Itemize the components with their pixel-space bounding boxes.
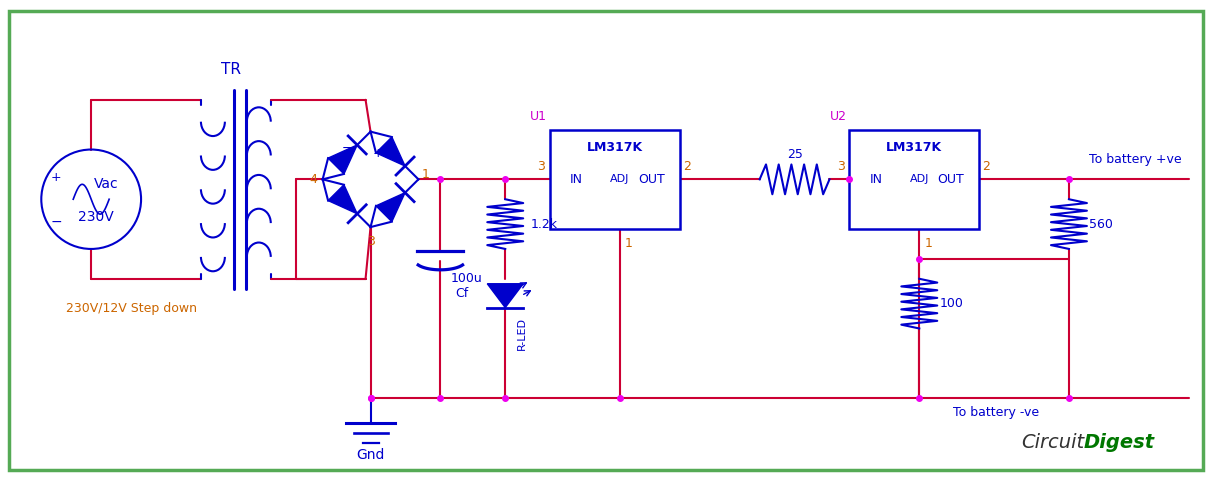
Text: 230V/12V Step down: 230V/12V Step down bbox=[66, 302, 197, 315]
Text: U1: U1 bbox=[531, 110, 548, 123]
Text: IN: IN bbox=[570, 173, 583, 186]
Text: 3: 3 bbox=[366, 235, 375, 248]
Text: ADJ: ADJ bbox=[610, 174, 629, 184]
Text: To battery +ve: To battery +ve bbox=[1089, 153, 1182, 166]
Text: Digest: Digest bbox=[1084, 433, 1155, 452]
Text: 560: 560 bbox=[1089, 217, 1112, 230]
Text: 1: 1 bbox=[626, 238, 633, 251]
Text: Vac: Vac bbox=[94, 177, 118, 191]
Text: TR: TR bbox=[220, 62, 241, 78]
Polygon shape bbox=[376, 137, 405, 166]
Text: 100: 100 bbox=[940, 297, 963, 310]
Text: IN: IN bbox=[869, 173, 882, 186]
Text: Circuit: Circuit bbox=[1021, 433, 1084, 452]
Text: +: + bbox=[51, 171, 62, 184]
Text: 230V: 230V bbox=[78, 210, 114, 224]
Text: 1.2k: 1.2k bbox=[531, 217, 557, 230]
Text: ADJ: ADJ bbox=[909, 174, 929, 184]
Text: OUT: OUT bbox=[638, 173, 664, 186]
Text: Gnd: Gnd bbox=[357, 448, 385, 462]
Text: LM317K: LM317K bbox=[587, 141, 643, 154]
Text: 1: 1 bbox=[421, 168, 430, 181]
FancyBboxPatch shape bbox=[849, 130, 980, 229]
Text: 25: 25 bbox=[786, 148, 802, 161]
Text: 4: 4 bbox=[310, 173, 318, 186]
FancyBboxPatch shape bbox=[550, 130, 680, 229]
Text: 3: 3 bbox=[537, 160, 545, 173]
Text: +: + bbox=[372, 147, 383, 160]
Text: To battery -ve: To battery -ve bbox=[953, 407, 1039, 420]
Text: 2: 2 bbox=[982, 160, 989, 173]
Text: 2: 2 bbox=[683, 160, 691, 173]
Text: R-LED: R-LED bbox=[517, 317, 527, 350]
Polygon shape bbox=[376, 193, 405, 222]
Text: LM317K: LM317K bbox=[886, 141, 942, 154]
Text: U2: U2 bbox=[830, 110, 847, 123]
Text: −: − bbox=[50, 215, 62, 229]
Polygon shape bbox=[329, 185, 357, 214]
Polygon shape bbox=[329, 145, 357, 174]
Text: −: − bbox=[341, 142, 352, 155]
Text: 1: 1 bbox=[924, 238, 932, 251]
Text: 3: 3 bbox=[836, 160, 845, 173]
Polygon shape bbox=[487, 284, 523, 308]
Text: OUT: OUT bbox=[937, 173, 964, 186]
Text: Cf: Cf bbox=[455, 287, 469, 300]
Text: 100u: 100u bbox=[450, 272, 482, 285]
